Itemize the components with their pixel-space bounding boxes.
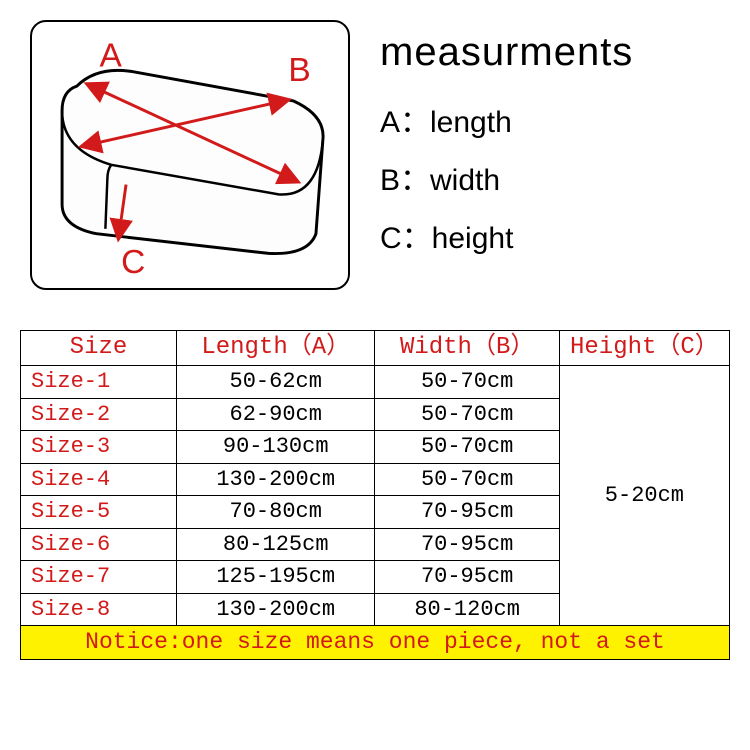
table-row: Size-150-62cm50-70cm5-20cm	[21, 366, 730, 399]
cell-height-merged: 5-20cm	[559, 366, 729, 626]
legend-title: measurments	[380, 30, 633, 75]
legend-c: C：height	[380, 213, 633, 257]
cushion-diagram: A B C	[42, 32, 338, 278]
top-area: A B C measurments A：length B：width C：hei…	[0, 0, 750, 300]
cell-size: Size-8	[21, 593, 177, 626]
col-width: Width（B）	[375, 331, 559, 366]
cell-width: 50-70cm	[375, 431, 559, 464]
cell-length: 130-200cm	[176, 463, 375, 496]
cell-width: 70-95cm	[375, 561, 559, 594]
size-table: Size Length（A） Width（B） Height（C） Size-1…	[20, 330, 730, 660]
cell-size: Size-1	[21, 366, 177, 399]
cushion-diagram-frame: A B C	[30, 20, 350, 290]
cell-length: 80-125cm	[176, 528, 375, 561]
cell-length: 90-130cm	[176, 431, 375, 464]
legend: measurments A：length B：width C：height	[380, 20, 633, 271]
table-header-row: Size Length（A） Width（B） Height（C）	[21, 331, 730, 366]
cell-width: 50-70cm	[375, 398, 559, 431]
legend-a: A：length	[380, 97, 633, 141]
cell-width: 80-120cm	[375, 593, 559, 626]
cell-length: 70-80cm	[176, 496, 375, 529]
col-size: Size	[21, 331, 177, 366]
cell-length: 62-90cm	[176, 398, 375, 431]
cell-size: Size-7	[21, 561, 177, 594]
cell-size: Size-2	[21, 398, 177, 431]
notice-row: Notice:one size means one piece, not a s…	[21, 626, 730, 660]
diagram-label-c: C	[121, 244, 145, 278]
size-table-wrap: Size Length（A） Width（B） Height（C） Size-1…	[0, 300, 750, 660]
cell-size: Size-4	[21, 463, 177, 496]
col-height: Height（C）	[559, 331, 729, 366]
cell-size: Size-6	[21, 528, 177, 561]
cell-length: 125-195cm	[176, 561, 375, 594]
cell-length: 50-62cm	[176, 366, 375, 399]
cell-size: Size-5	[21, 496, 177, 529]
cell-width: 70-95cm	[375, 528, 559, 561]
diagram-label-a: A	[99, 37, 122, 74]
cell-length: 130-200cm	[176, 593, 375, 626]
cell-width: 70-95cm	[375, 496, 559, 529]
notice-cell: Notice:one size means one piece, not a s…	[21, 626, 730, 660]
cell-size: Size-3	[21, 431, 177, 464]
cell-width: 50-70cm	[375, 463, 559, 496]
legend-b: B：width	[380, 155, 633, 199]
diagram-label-b: B	[288, 52, 310, 89]
cell-width: 50-70cm	[375, 366, 559, 399]
col-length: Length（A）	[176, 331, 375, 366]
